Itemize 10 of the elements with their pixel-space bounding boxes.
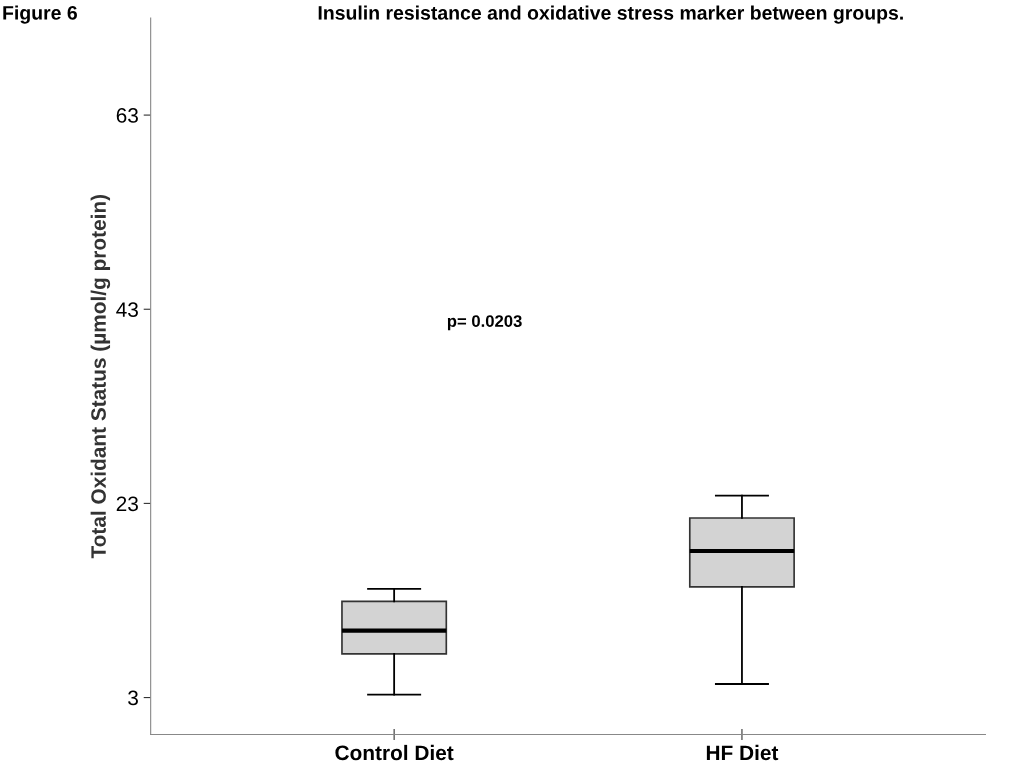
y-tick-label: 23 [116, 496, 138, 512]
caption: Figure 6 [3, 5, 77, 24]
x-tick-label: HF Diet [706, 744, 779, 761]
y-tick-label: 63 [116, 108, 138, 123]
y-tick-label: 3 [128, 690, 138, 706]
y-axis-title: Total Oxidant Status (µmol/g protein) [90, 194, 111, 559]
annotation: p= 0.0203 [447, 315, 522, 331]
chart-title: Insulin resistance and oxidative stress marker between groups. [318, 5, 903, 24]
y-tick-label: 43 [116, 302, 138, 317]
x-tick-label: Control Diet [335, 744, 454, 761]
